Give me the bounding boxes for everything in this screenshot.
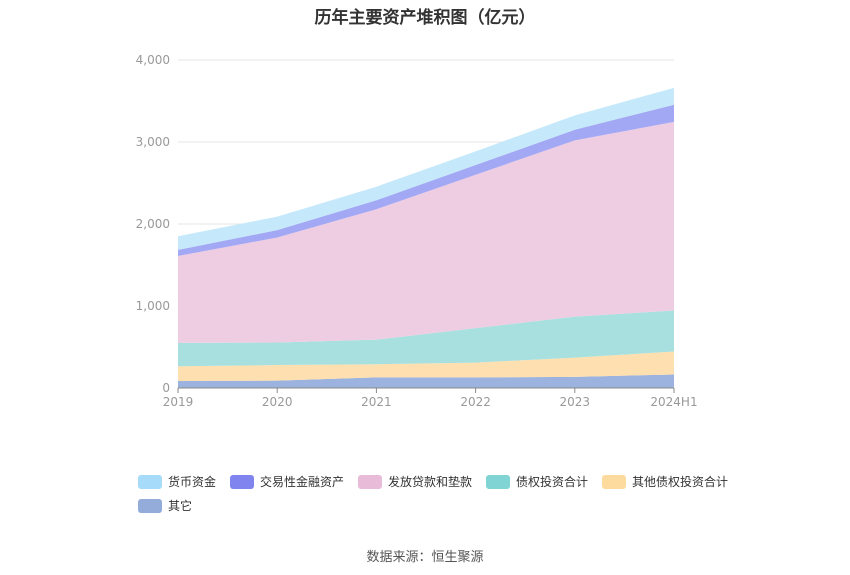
y-tick-label-1000: 1,000 [136,299,170,313]
legend-swatch-5 [138,499,162,513]
x-tick-label-2020: 2020 [262,395,293,409]
legend-swatch-4 [602,475,626,489]
x-tick-label-2021: 2021 [361,395,392,409]
chart-title: 历年主要资产堆积图（亿元） [314,8,536,28]
x-tick-label-2023: 2023 [560,395,591,409]
x-tick-label-2019: 2019 [163,395,194,409]
legend-label-2: 发放贷款和垫款 [388,474,472,489]
y-tick-label-0: 0 [162,381,170,395]
area-series-5 [178,87,674,250]
legend-swatch-2 [358,475,382,489]
y-tick-label-4000: 4,000 [136,53,170,67]
area-series-3 [178,121,674,343]
legend-swatch-0 [138,475,162,489]
x-tick-label-2024H1: 2024H1 [650,395,697,409]
y-tick-label-2000: 2,000 [136,217,170,231]
area-series-1 [178,351,674,382]
legend-label-3: 债权投资合计 [516,474,588,489]
area-series-0 [178,374,674,388]
area-series-2 [178,310,674,367]
legend-label-1: 交易性金融资产 [260,474,344,489]
legend-label-5: 其它 [168,498,192,513]
x-tick-label-2022: 2022 [460,395,491,409]
y-tick-label-3000: 3,000 [136,135,170,149]
area-series-4 [178,104,674,256]
legend-label-0: 货币资金 [168,474,216,489]
legend-swatch-3 [486,475,510,489]
legend-swatch-1 [230,475,254,489]
legend-label-4: 其他债权投资合计 [632,474,728,489]
data-source: 数据来源：恒生聚源 [366,550,484,565]
